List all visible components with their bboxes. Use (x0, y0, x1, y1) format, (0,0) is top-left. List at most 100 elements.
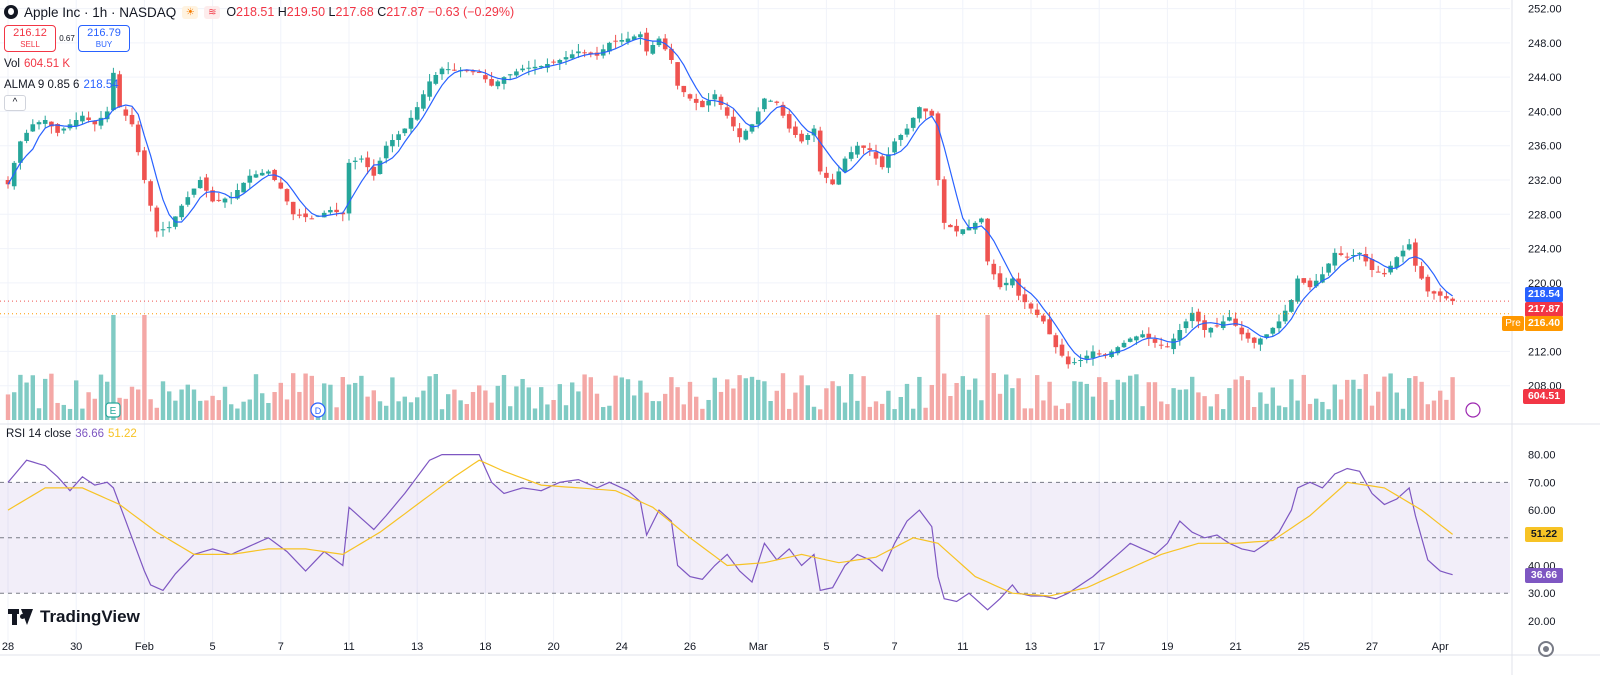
candle-body[interactable] (483, 75, 488, 80)
candle-body[interactable] (390, 140, 395, 147)
candle-body[interactable] (402, 128, 408, 134)
candle-body[interactable] (917, 107, 922, 119)
candle-body[interactable] (1258, 338, 1263, 345)
candle-body[interactable] (824, 172, 829, 178)
candle-body[interactable] (1028, 303, 1034, 309)
candle-body[interactable] (36, 122, 42, 125)
candle-body[interactable] (1084, 355, 1090, 359)
candle-body[interactable] (1158, 344, 1164, 346)
candle-body[interactable] (941, 179, 947, 223)
candle-body[interactable] (644, 32, 649, 52)
candle-body[interactable] (935, 113, 941, 180)
candle-body[interactable] (421, 94, 426, 109)
candle-body[interactable] (1363, 254, 1369, 262)
candle-body[interactable] (1338, 253, 1344, 255)
candle-body[interactable] (104, 111, 110, 120)
candle-body[interactable] (520, 68, 525, 71)
candle-body[interactable] (197, 180, 203, 189)
candle-body[interactable] (793, 126, 798, 135)
candle-body[interactable] (1382, 272, 1387, 275)
candle-body[interactable] (762, 98, 767, 110)
candle-body[interactable] (216, 199, 222, 201)
candle-body[interactable] (1090, 351, 1096, 359)
candle-body[interactable] (142, 150, 147, 180)
candle-body[interactable] (297, 214, 302, 216)
candle-body[interactable] (1369, 259, 1375, 270)
candle-body[interactable] (1295, 278, 1300, 302)
candle-body[interactable] (259, 172, 265, 176)
candle-body[interactable] (1053, 335, 1059, 348)
candle-body[interactable] (681, 85, 687, 93)
candle-body[interactable] (1394, 257, 1400, 268)
candle-body[interactable] (638, 34, 643, 38)
candle-body[interactable] (737, 128, 742, 138)
candle-body[interactable] (669, 48, 674, 60)
candle-body[interactable] (954, 225, 959, 232)
candle-body[interactable] (92, 120, 98, 125)
candle-body[interactable] (1313, 280, 1319, 287)
candle-body[interactable] (799, 133, 804, 142)
candle-body[interactable] (501, 77, 507, 84)
candle-body[interactable] (123, 109, 129, 116)
candle-body[interactable] (1047, 319, 1052, 335)
candle-body[interactable] (532, 66, 538, 69)
candle-body[interactable] (538, 66, 544, 68)
data-status-icon[interactable]: ≋ (204, 5, 221, 19)
candle-body[interactable] (222, 198, 228, 203)
alma-legend[interactable]: ALMA 9 0.85 6 218.54 (4, 75, 514, 94)
candle-body[interactable] (290, 201, 296, 215)
collapse-legend-chevron-up-icon[interactable]: ^ (4, 95, 26, 111)
candle-body[interactable] (1196, 311, 1201, 322)
candle-body[interactable] (1419, 266, 1424, 279)
candle-body[interactable] (830, 179, 835, 185)
candle-body[interactable] (1208, 327, 1214, 333)
candle-body[interactable] (1152, 339, 1158, 343)
candle-body[interactable] (396, 134, 401, 140)
candle-body[interactable] (904, 128, 910, 135)
candle-body[interactable] (1202, 320, 1207, 330)
candle-body[interactable] (61, 128, 67, 131)
candle-body[interactable] (712, 94, 718, 100)
candle-body[interactable] (1134, 336, 1139, 341)
candle-body[interactable] (42, 120, 48, 124)
candle-body[interactable] (383, 145, 389, 159)
candle-body[interactable] (985, 218, 990, 262)
candle-body[interactable] (476, 71, 482, 73)
candle-body[interactable] (371, 166, 377, 176)
candle-body[interactable] (1121, 342, 1127, 348)
earnings-marker-icon[interactable] (105, 402, 121, 418)
candle-body[interactable] (1413, 242, 1418, 266)
candle-body[interactable] (997, 273, 1003, 288)
candle-body[interactable] (452, 69, 457, 71)
candle-body[interactable] (656, 38, 662, 46)
candle-body[interactable] (514, 71, 519, 76)
candle-body[interactable] (687, 94, 693, 99)
candle-body[interactable] (1115, 347, 1121, 354)
candle-body[interactable] (1041, 315, 1046, 322)
candle-body[interactable] (1016, 278, 1021, 296)
candle-body[interactable] (303, 213, 308, 218)
candle-body[interactable] (836, 171, 842, 185)
market-hours-icon[interactable]: ☀ (182, 5, 199, 19)
lightning-event-icon[interactable] (1465, 402, 1481, 418)
dividend-marker-icon[interactable] (310, 402, 326, 418)
candle-body[interactable] (724, 107, 730, 116)
candle-body[interactable] (1320, 274, 1325, 283)
symbol-title[interactable]: Apple Inc · 1h · NASDAQ (24, 4, 177, 20)
candle-body[interactable] (979, 218, 984, 223)
candle-body[interactable] (607, 42, 612, 52)
candle-body[interactable] (650, 45, 656, 54)
candle-body[interactable] (1022, 294, 1028, 303)
candle-body[interactable] (966, 227, 972, 231)
candle-body[interactable] (1233, 318, 1238, 326)
candle-body[interactable] (247, 175, 253, 183)
candle-body[interactable] (768, 100, 773, 102)
candle-body[interactable] (470, 71, 476, 73)
tradingview-logo[interactable]: TradingView (8, 607, 140, 627)
candle-body[interactable] (334, 209, 339, 213)
candle-body[interactable] (545, 64, 550, 68)
candle-body[interactable] (464, 69, 470, 72)
candle-body[interactable] (1177, 330, 1183, 341)
candle-body[interactable] (24, 132, 29, 141)
candle-body[interactable] (563, 57, 569, 60)
